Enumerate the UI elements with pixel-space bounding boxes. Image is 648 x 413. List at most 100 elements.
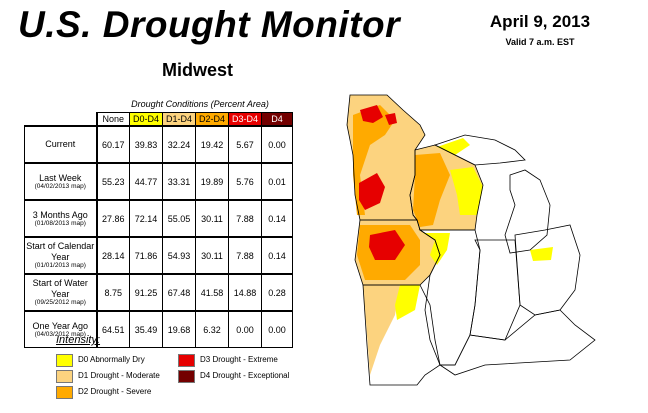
table-cell: 19.68 bbox=[162, 310, 196, 348]
state-borders bbox=[346, 94, 596, 386]
legend-label: D1 Drought - Moderate bbox=[78, 371, 160, 380]
minnesota-d3-area bbox=[359, 173, 385, 210]
column-header: D3-D4 bbox=[228, 112, 262, 127]
map-date: April 9, 2013 bbox=[489, 12, 591, 31]
row-label-text: Start of Calendar Year bbox=[26, 241, 95, 262]
table-corner bbox=[25, 113, 97, 127]
illinois-shape bbox=[420, 230, 480, 365]
ohio-d0-area bbox=[530, 247, 553, 261]
wisconsin-d2-area bbox=[413, 153, 450, 227]
table-row: 3 Months Ago (01/08/2013 map) 27.86 72.14 55… bbox=[24, 199, 293, 238]
row-label: Start of Water Year (09/25/2012 map) bbox=[24, 273, 97, 312]
row-label-text: Current bbox=[45, 139, 76, 150]
table-cell: 6.32 bbox=[195, 310, 229, 348]
table-cell: 8.75 bbox=[95, 273, 130, 312]
table-cell: 0.00 bbox=[228, 310, 262, 348]
row-label-date: (01/01/2013 map) bbox=[34, 262, 86, 270]
missouri-d0-area bbox=[395, 285, 420, 320]
column-header: D2-D4 bbox=[195, 112, 229, 127]
table-cell: 39.83 bbox=[129, 125, 163, 164]
table-cell: 41.58 bbox=[195, 273, 229, 312]
table-cell: 0.28 bbox=[261, 273, 293, 312]
table-cell: 35.49 bbox=[129, 310, 163, 348]
table-cell: 64.51 bbox=[95, 310, 130, 348]
row-label-date: (01/08/2013 map) bbox=[34, 219, 86, 227]
table-cell: 33.31 bbox=[162, 162, 196, 201]
row-label: Last Week (04/02/2013 map) bbox=[24, 162, 97, 201]
minnesota-d3-area bbox=[360, 105, 383, 123]
row-label-date: (04/02/2013 map) bbox=[34, 182, 86, 190]
table-cell: 67.48 bbox=[162, 273, 196, 312]
legend-swatch bbox=[56, 354, 73, 367]
minnesota-d2-area bbox=[353, 105, 395, 215]
ohio-border bbox=[514, 224, 581, 316]
legend-swatch bbox=[178, 354, 195, 367]
upper-michigan-d0-area bbox=[437, 138, 470, 155]
table-caption: Drought Conditions (Percent Area) bbox=[131, 99, 269, 109]
legend-swatch bbox=[56, 370, 73, 383]
ohio-shape bbox=[515, 225, 580, 315]
table-cell: 0.01 bbox=[261, 162, 293, 201]
table-cell: 91.25 bbox=[129, 273, 163, 312]
wisconsin-d0-area bbox=[450, 167, 483, 215]
table-cell: 72.14 bbox=[129, 199, 163, 238]
drought-conditions-table: None D0-D4 D1-D4 D2-D4 D3-D4 D4 Current 6… bbox=[24, 112, 293, 348]
legend-label: D3 Drought - Extreme bbox=[200, 355, 278, 364]
lower-michigan-border bbox=[504, 169, 551, 254]
row-label: Current bbox=[24, 125, 97, 164]
table-cell: 44.77 bbox=[129, 162, 163, 201]
table-row: Last Week (04/02/2013 map) 55.23 44.77 33.31… bbox=[24, 162, 293, 201]
page-title: U.S. Drought Monitor bbox=[18, 4, 400, 45]
table-cell: 30.11 bbox=[195, 236, 229, 275]
column-header: D1-D4 bbox=[162, 112, 196, 127]
row-label: 3 Months Ago (01/08/2013 map) bbox=[24, 199, 97, 238]
table-cell: 27.86 bbox=[95, 199, 130, 238]
table-cell: 30.11 bbox=[195, 199, 229, 238]
table-row: Current 60.17 39.83 32.24 19.42 5.67 0.00 bbox=[24, 125, 293, 164]
row-label-text: One Year Ago bbox=[32, 320, 89, 331]
row-label: Start of Calendar Year (01/01/2013 map) bbox=[24, 236, 97, 275]
table-header-row: None D0-D4 D1-D4 D2-D4 D3-D4 D4 bbox=[25, 112, 293, 127]
table-cell: 60.17 bbox=[95, 125, 130, 164]
table-row: Start of Water Year (09/25/2012 map) 8.75 9… bbox=[24, 273, 293, 312]
minnesota-d3-area bbox=[385, 113, 397, 125]
row-label-date: (09/25/2012 map) bbox=[34, 299, 86, 307]
legend-swatch bbox=[56, 386, 73, 399]
legend-title: Intensity: bbox=[56, 334, 101, 346]
legend-label: D2 Drought - Severe bbox=[78, 387, 152, 396]
row-label: One Year Ago (04/03/2012 map) bbox=[24, 310, 97, 348]
table-cell: 7.88 bbox=[228, 199, 262, 238]
table-cell: 19.42 bbox=[195, 125, 229, 164]
iowa-d3-area bbox=[369, 230, 405, 260]
table-cell: 55.23 bbox=[95, 162, 130, 201]
table-row: Start of Calendar Year (01/01/2013 map) 28… bbox=[24, 236, 293, 275]
table-cell: 0.14 bbox=[261, 236, 293, 275]
legend-label: D0 Abnormally Dry bbox=[78, 355, 145, 364]
table-cell: 19.89 bbox=[195, 162, 229, 201]
map-fills bbox=[347, 95, 595, 385]
table-row: One Year Ago (04/03/2012 map) 64.51 35.49 19… bbox=[24, 310, 293, 348]
missouri-border bbox=[362, 284, 441, 386]
indiana-shape bbox=[470, 240, 520, 340]
table-cell: 0.00 bbox=[261, 125, 293, 164]
table-cell: 7.88 bbox=[228, 236, 262, 275]
drought-map bbox=[346, 94, 596, 386]
table-cell: 71.86 bbox=[129, 236, 163, 275]
legend-swatch bbox=[178, 370, 195, 383]
kentucky-shape bbox=[440, 310, 595, 375]
table-cell: 54.93 bbox=[162, 236, 196, 275]
valid-time: Valid 7 a.m. EST bbox=[505, 37, 575, 47]
table-cell: 32.24 bbox=[162, 125, 196, 164]
row-label-date: (04/03/2012 map) bbox=[34, 330, 86, 338]
kentucky-border bbox=[438, 309, 596, 376]
upper-michigan-border bbox=[433, 134, 526, 166]
region-title: Midwest bbox=[162, 60, 234, 80]
missouri-d1-area bbox=[363, 285, 400, 375]
table-cell: 28.14 bbox=[95, 236, 130, 275]
row-label-text: Last Week bbox=[39, 172, 82, 183]
column-header: D0-D4 bbox=[129, 112, 163, 127]
table-cell: 5.67 bbox=[228, 125, 262, 164]
table-cell: 55.05 bbox=[162, 199, 196, 238]
legend-label: D4 Drought - Exceptional bbox=[200, 371, 290, 380]
column-header: D4 bbox=[261, 112, 293, 127]
